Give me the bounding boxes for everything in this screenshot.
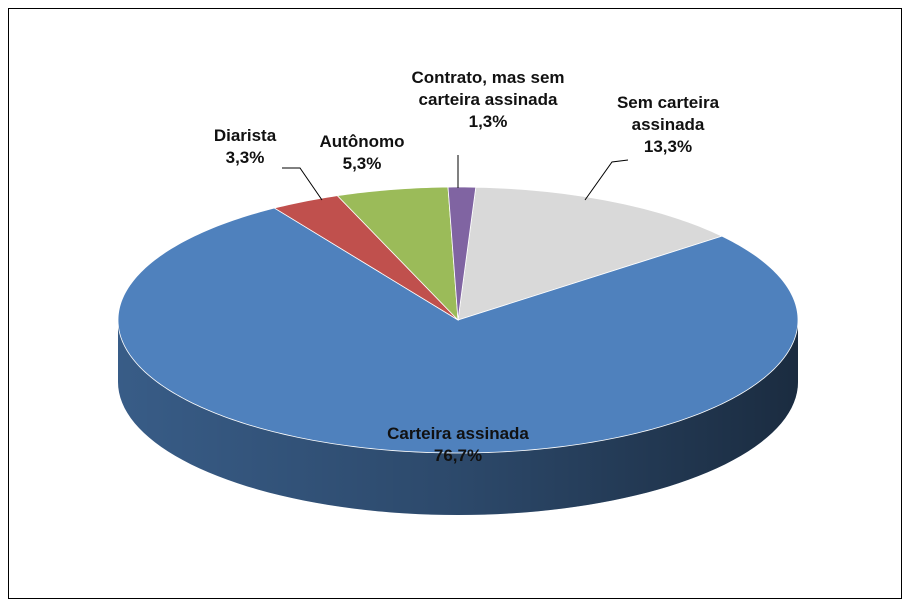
value-label: 3,3% [225, 148, 265, 167]
data-label: Carteira assinada 76,7% [378, 423, 538, 467]
data-label: Autônomo 5,3% [297, 131, 427, 175]
leader-lines [282, 155, 629, 201]
data-label: Diarista 3,3% [185, 125, 305, 169]
value-label: 1,3% [468, 112, 508, 131]
value-label: 76,7% [433, 446, 483, 465]
category-label: Sem carteira assinada [616, 93, 720, 134]
category-label: Diarista [213, 126, 277, 145]
slice [273, 195, 459, 321]
slice-side-shade [118, 320, 798, 515]
value-label: 13,3% [643, 137, 693, 156]
data-label: Contrato, mas sem carteira assinada 1,3% [393, 67, 583, 133]
category-label: Contrato, mas sem carteira assinada [411, 68, 565, 109]
value-label: 5,3% [342, 154, 382, 173]
slice [336, 186, 459, 322]
slice [447, 186, 477, 321]
pie [117, 186, 799, 515]
category-label: Carteira assinada [387, 424, 529, 443]
slice [457, 186, 724, 321]
data-label: Sem carteira assinada 13,3% [593, 92, 743, 158]
slice [117, 207, 799, 454]
category-label: Autônomo [319, 132, 405, 151]
